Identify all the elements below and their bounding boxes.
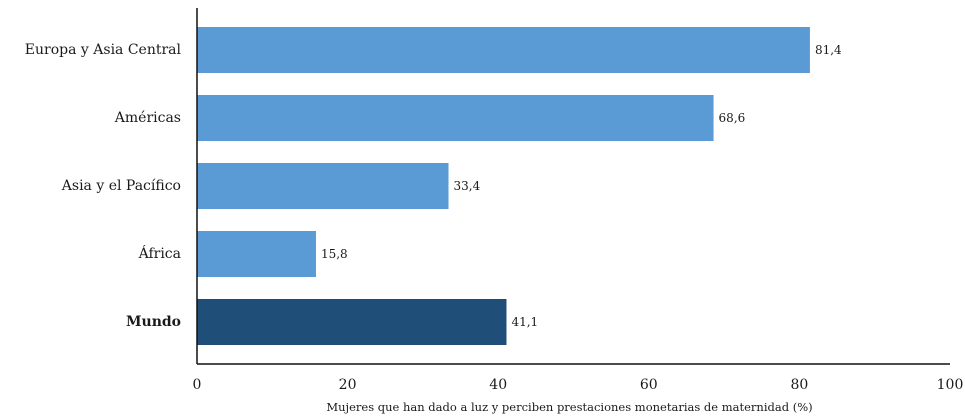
bar-africa bbox=[197, 231, 316, 277]
bar-mundo bbox=[197, 299, 507, 345]
x-tick-labels: 0 20 40 60 80 100 bbox=[193, 377, 964, 393]
value-label-europa-y-asia-central: 81,4 bbox=[815, 43, 842, 57]
bars-group bbox=[197, 27, 810, 345]
value-labels: 81,4 68,6 33,4 15,8 41,1 bbox=[321, 43, 842, 329]
x-tick-label: 40 bbox=[489, 377, 507, 393]
x-tick-label: 100 bbox=[937, 377, 964, 393]
category-label-americas: Américas bbox=[114, 110, 181, 126]
category-label-asia-y-el-pacifico: Asia y el Pacífico bbox=[61, 178, 181, 194]
value-label-americas: 68,6 bbox=[719, 111, 746, 125]
value-label-mundo: 41,1 bbox=[511, 315, 538, 329]
x-tick-label: 0 bbox=[193, 377, 202, 393]
bar-asia-y-el-pacifico bbox=[197, 163, 449, 209]
x-tick-label: 60 bbox=[640, 377, 658, 393]
bar-americas bbox=[197, 95, 714, 141]
x-tick-label: 20 bbox=[339, 377, 357, 393]
value-label-asia-y-el-pacifico: 33,4 bbox=[454, 179, 481, 193]
category-labels: Europa y Asia Central Américas Asia y el P… bbox=[25, 42, 182, 330]
category-label-europa-y-asia-central: Europa y Asia Central bbox=[25, 42, 182, 58]
category-label-mundo: Mundo bbox=[126, 314, 181, 330]
bar-europa-y-asia-central bbox=[197, 27, 810, 73]
category-label-africa: África bbox=[138, 244, 181, 262]
x-tick-label: 80 bbox=[790, 377, 808, 393]
x-axis-title: Mujeres que han dado a luz y perciben pr… bbox=[326, 400, 812, 414]
value-label-africa: 15,8 bbox=[321, 247, 348, 261]
